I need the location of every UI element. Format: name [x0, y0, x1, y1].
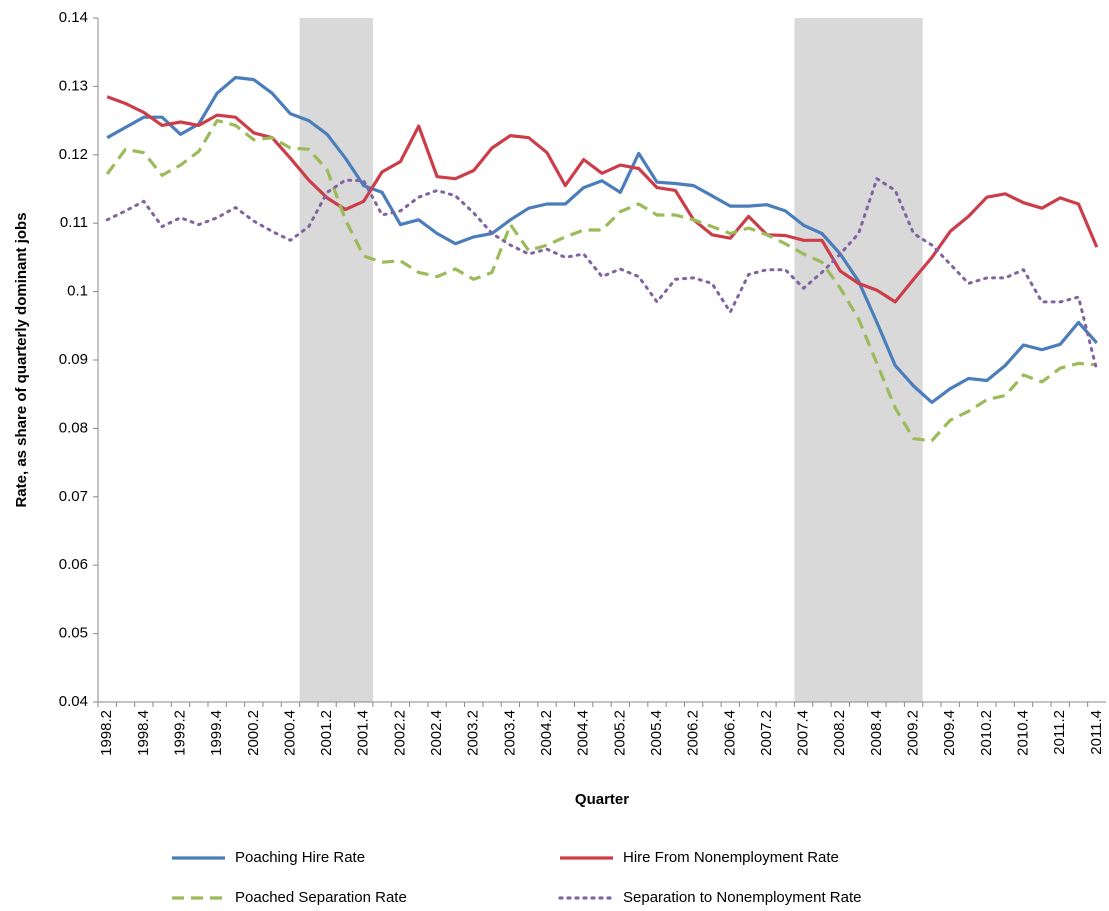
y-tick-label: 0.14 — [59, 9, 88, 26]
y-tick-label: 0.06 — [59, 556, 88, 573]
x-tick-label: 2005.2 — [611, 710, 628, 756]
y-tick-label: 0.11 — [60, 214, 88, 231]
y-tick-label: 0.05 — [59, 625, 88, 642]
x-tick-label: 2003.4 — [501, 710, 518, 756]
x-tick-label: 2003.2 — [465, 710, 482, 756]
x-tick-label: 1999.2 — [171, 710, 188, 756]
y-axis-label: Rate, as share of quarterly dominant job… — [13, 212, 30, 507]
x-tick-label: 2006.4 — [721, 710, 738, 756]
y-tick-label: 0.13 — [59, 77, 88, 94]
x-tick-label: 2001.2 — [318, 710, 335, 756]
x-tick-label: 2001.4 — [355, 710, 372, 756]
y-tick-label: 0.09 — [59, 351, 88, 368]
x-tick-label: 2009.2 — [905, 710, 922, 756]
legend-label: Poached Separation Rate — [235, 889, 407, 906]
x-tick-label: 2011.2 — [1051, 710, 1068, 755]
x-axis-label: Quarter — [575, 791, 629, 808]
x-tick-label: 2002.4 — [428, 710, 445, 756]
x-tick-label: 2006.2 — [685, 710, 702, 756]
x-tick-label: 1999.4 — [208, 710, 225, 756]
x-tick-label: 2009.4 — [941, 710, 958, 756]
recession-band — [299, 18, 373, 702]
series-line — [106, 95, 1099, 304]
series-line — [105, 177, 1099, 372]
y-tick-label: 0.1 — [67, 283, 88, 300]
x-tick-label: 2004.4 — [575, 710, 592, 756]
x-tick-label: 1998.2 — [98, 710, 115, 756]
x-tick-label: 2007.2 — [758, 710, 775, 756]
x-tick-label: 2011.4 — [1088, 710, 1105, 755]
legend-label: Hire From Nonemployment Rate — [623, 849, 839, 866]
x-tick-label: 2008.4 — [868, 710, 885, 756]
shading-layer — [299, 18, 923, 702]
x-tick-label: 2010.2 — [978, 710, 995, 756]
y-tick-label: 0.04 — [59, 693, 88, 710]
series-line — [106, 75, 1098, 404]
x-tick-label: 2007.4 — [795, 710, 812, 756]
y-tick-label: 0.12 — [59, 146, 88, 163]
y-tick-label: 0.08 — [59, 419, 88, 436]
x-tick-label: 2005.4 — [648, 710, 665, 756]
series-line — [105, 119, 1097, 443]
x-tick-label: 2000.2 — [245, 710, 262, 756]
x-tick-label: 1998.4 — [135, 710, 152, 756]
x-tick-label: 2004.2 — [538, 710, 555, 756]
x-tick-label: 2010.4 — [1014, 710, 1031, 756]
legend-label: Poaching Hire Rate — [235, 849, 365, 866]
y-tick-label: 0.07 — [59, 488, 88, 505]
legend-label: Separation to Nonemployment Rate — [623, 889, 861, 906]
recession-band — [794, 18, 923, 702]
x-tick-label: 2008.2 — [831, 710, 848, 756]
x-tick-label: 2002.2 — [391, 710, 408, 756]
x-tick-label: 2000.4 — [281, 710, 298, 756]
